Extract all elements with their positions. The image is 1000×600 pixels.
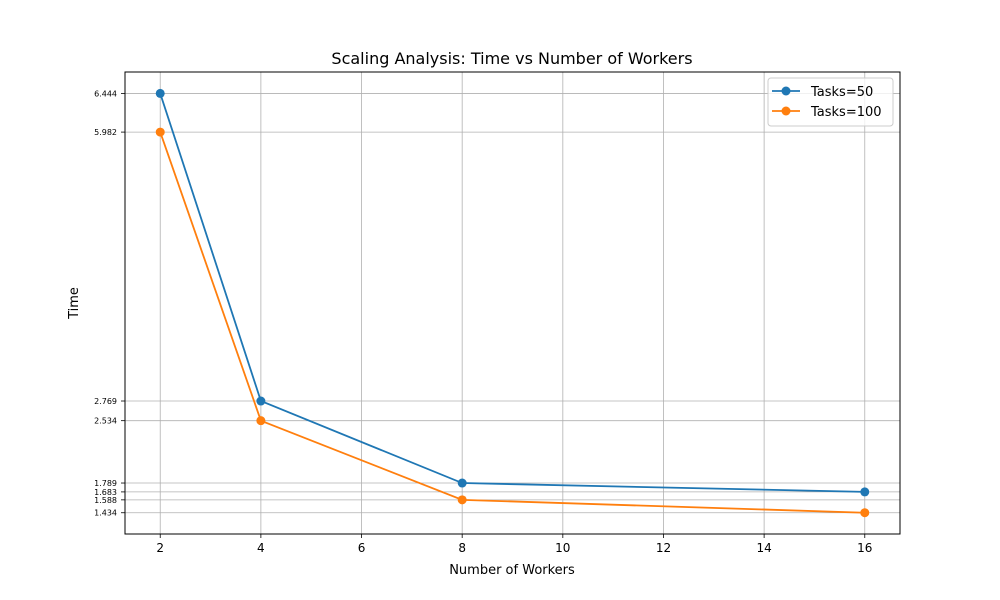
legend-label: Tasks=50 (810, 85, 873, 100)
y-tick-label: 1.683 (94, 488, 117, 497)
grid (125, 72, 900, 534)
y-tick-label: 6.444 (94, 89, 117, 98)
x-tick-label: 2 (156, 541, 164, 555)
x-tick-label: 12 (656, 541, 671, 555)
legend: Tasks=50 Tasks=100 (767, 77, 894, 127)
series-layer (155, 88, 870, 518)
x-tick-label: 6 (358, 541, 366, 555)
data-point (155, 127, 165, 137)
y-tick-label: 5.982 (94, 128, 117, 137)
x-tick-label: 8 (458, 541, 466, 555)
x-axis-label: Number of Workers (449, 563, 575, 578)
data-point (457, 478, 467, 488)
series-line-2 (159, 131, 865, 514)
y-tick-label: 2.769 (94, 397, 117, 406)
series-line-1 (159, 93, 865, 493)
data-point (860, 508, 870, 518)
plot-frame (124, 71, 901, 535)
x-tick-label: 4 (257, 541, 265, 555)
data-point (860, 487, 870, 497)
y-tick-label: 1.789 (94, 479, 117, 488)
data-point (155, 88, 165, 98)
x-tick-label: 14 (756, 541, 771, 555)
x-axis: 2 4 6 8 10 12 14 16 (156, 534, 872, 555)
legend-box (767, 77, 894, 127)
legend-label: Tasks=100 (810, 105, 882, 120)
y-tick-label: 1.588 (94, 496, 117, 505)
y-tick-label: 1.434 (94, 509, 117, 518)
legend-swatch-marker (781, 86, 791, 96)
legend-swatch-marker (781, 106, 791, 116)
data-point (256, 416, 266, 426)
y-tick-label: 2.534 (94, 417, 117, 426)
data-point (256, 396, 266, 406)
y-axis-label: Time (67, 287, 82, 320)
chart-title: Scaling Analysis: Time vs Number of Work… (331, 49, 692, 68)
x-tick-label: 16 (857, 541, 872, 555)
x-tick-label: 10 (555, 541, 570, 555)
data-point (457, 495, 467, 505)
